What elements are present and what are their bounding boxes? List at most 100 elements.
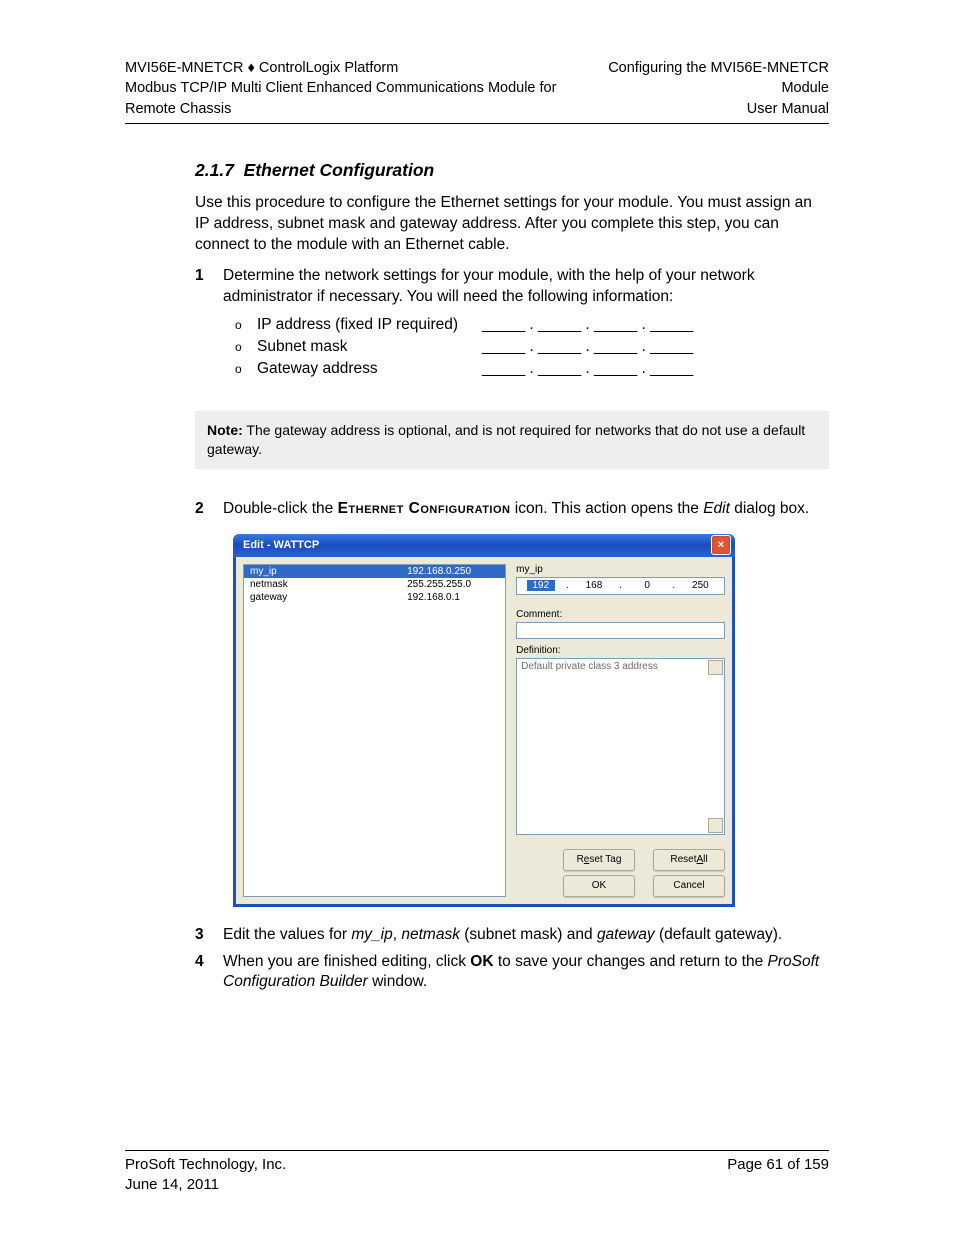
ok-label: OK xyxy=(470,953,493,970)
param-name: my_ip xyxy=(351,926,392,943)
dot-icon: . xyxy=(619,580,622,591)
dialog-titlebar[interactable]: Edit - WATTCP × xyxy=(233,534,735,557)
section-title-text: Ethernet Configuration xyxy=(244,160,435,180)
param-name: netmask xyxy=(401,926,460,943)
footer-company: ProSoft Technology, Inc. xyxy=(125,1155,286,1175)
scroll-up-icon[interactable] xyxy=(708,660,723,675)
definition-text: Default private class 3 address xyxy=(521,661,658,672)
step-number: 3 xyxy=(195,925,223,946)
step-4-text: When you are finished editing, click OK … xyxy=(223,952,829,994)
sublist-label: IP address (fixed IP required) xyxy=(257,314,482,336)
footer-date: June 14, 2011 xyxy=(125,1175,286,1195)
reset-tag-button[interactable]: Reset Tag xyxy=(563,849,635,871)
sublist-blanks: _____ . _____ . _____ . _____ xyxy=(482,336,693,358)
step-2: 2 Double-click the Ethernet Configuratio… xyxy=(195,499,829,520)
definition-label: Definition: xyxy=(516,645,725,656)
btn-mnemonic: A xyxy=(697,854,704,865)
button-row-2: OK Cancel xyxy=(516,875,725,897)
comment-label: Comment: xyxy=(516,609,725,620)
text-fragment: When you are finished editing, click xyxy=(223,953,470,970)
text-fragment: to save your changes and return to the xyxy=(494,953,768,970)
footer-left: ProSoft Technology, Inc. June 14, 2011 xyxy=(125,1155,286,1196)
btn-text: ll xyxy=(703,854,707,865)
step-1: 1 Determine the network settings for you… xyxy=(195,266,829,308)
ethernet-config-label: Ethernet Configuration xyxy=(338,500,511,517)
step-1-text: Determine the network settings for your … xyxy=(223,266,829,308)
text-fragment: (subnet mask) and xyxy=(460,926,597,943)
sublist-label: Gateway address xyxy=(257,358,482,380)
list-item-value: 192.168.0.1 xyxy=(407,592,499,603)
ip-address-field[interactable]: 192 . 168 . 0 . 250 xyxy=(516,577,725,595)
text-fragment: Double-click the xyxy=(223,500,338,517)
ip-octet[interactable]: 168 xyxy=(580,580,608,591)
ip-octet[interactable]: 250 xyxy=(686,580,714,591)
comment-input[interactable] xyxy=(516,622,725,639)
page-footer: ProSoft Technology, Inc. June 14, 2011 P… xyxy=(125,1150,829,1196)
sublist-label: Subnet mask xyxy=(257,336,482,358)
note-label: Note: xyxy=(207,422,243,438)
sublist-blanks: _____ . _____ . _____ . _____ xyxy=(482,314,693,336)
page-header: MVI56E-MNETCR ♦ ControlLogix Platform Mo… xyxy=(125,58,829,119)
list-item[interactable]: gateway 192.168.0.1 xyxy=(244,591,505,604)
section-number: 2.1.7 xyxy=(195,160,234,180)
btn-text: Reset xyxy=(670,854,696,865)
list-item[interactable]: netmask 255.255.255.0 xyxy=(244,578,505,591)
btn-text: set Tag xyxy=(589,854,621,865)
header-left: MVI56E-MNETCR ♦ ControlLogix Platform Mo… xyxy=(125,58,593,119)
scroll-down-icon[interactable] xyxy=(708,818,723,833)
param-name: gateway xyxy=(597,926,655,943)
sublist-row: o Subnet mask _____ . _____ . _____ . __… xyxy=(235,336,829,358)
button-row-1: Reset Tag Reset All xyxy=(516,849,725,871)
step-4: 4 When you are finished editing, click O… xyxy=(195,952,829,994)
edit-form: my_ip 192 . 168 . 0 . 250 Comment: Defin… xyxy=(516,564,725,897)
header-product: MVI56E-MNETCR xyxy=(125,60,247,76)
reset-all-button[interactable]: Reset All xyxy=(653,849,725,871)
cancel-button[interactable]: Cancel xyxy=(653,875,725,897)
step-1-sublist: o IP address (fixed IP required) _____ .… xyxy=(235,314,829,381)
bullet-icon: o xyxy=(235,361,257,378)
ok-button[interactable]: OK xyxy=(563,875,635,897)
edit-wattcp-dialog: Edit - WATTCP × my_ip 192.168.0.250 netm… xyxy=(233,534,735,907)
step-number: 1 xyxy=(195,266,223,308)
header-platform: ControlLogix Platform xyxy=(255,60,398,76)
text-fragment: icon. This action opens the xyxy=(510,500,703,517)
dot-icon: . xyxy=(672,580,675,591)
sublist-row: o Gateway address _____ . _____ . _____ … xyxy=(235,358,829,380)
list-item-name: gateway xyxy=(250,592,407,603)
sublist-row: o IP address (fixed IP required) _____ .… xyxy=(235,314,829,336)
field-name-label: my_ip xyxy=(516,564,725,575)
param-list[interactable]: my_ip 192.168.0.250 netmask 255.255.255.… xyxy=(243,564,506,897)
diamond-icon: ♦ xyxy=(247,60,254,76)
dialog-body: my_ip 192.168.0.250 netmask 255.255.255.… xyxy=(233,557,735,907)
section-heading: 2.1.7 Ethernet Configuration xyxy=(195,160,829,181)
text-fragment: window. xyxy=(368,973,427,990)
sublist-blanks: _____ . _____ . _____ . _____ xyxy=(482,358,693,380)
ip-octet[interactable]: 192 xyxy=(527,580,555,591)
page-number: Page 61 of 159 xyxy=(727,1155,829,1196)
dot-icon: . xyxy=(566,580,569,591)
close-x-glyph: × xyxy=(718,540,724,551)
text-fragment: Edit the values for xyxy=(223,926,351,943)
close-icon[interactable]: × xyxy=(711,535,731,555)
btn-text: R xyxy=(577,854,584,865)
step-2-text: Double-click the Ethernet Configuration … xyxy=(223,499,829,520)
step-3-text: Edit the values for my_ip, netmask (subn… xyxy=(223,925,829,946)
list-item-name: netmask xyxy=(250,579,407,590)
note-box: Note: The gateway address is optional, a… xyxy=(195,411,829,469)
header-subtitle: Modbus TCP/IP Multi Client Enhanced Comm… xyxy=(125,78,593,119)
definition-textarea[interactable]: Default private class 3 address xyxy=(516,658,725,835)
edit-dialog-name: Edit xyxy=(703,500,730,517)
step-3: 3 Edit the values for my_ip, netmask (su… xyxy=(195,925,829,946)
note-text: The gateway address is optional, and is … xyxy=(207,422,805,457)
bullet-icon: o xyxy=(235,317,257,334)
list-item[interactable]: my_ip 192.168.0.250 xyxy=(244,565,505,578)
list-item-value: 255.255.255.0 xyxy=(407,579,499,590)
intro-paragraph: Use this procedure to configure the Ethe… xyxy=(195,193,829,256)
step-number: 4 xyxy=(195,952,223,994)
header-right: Configuring the MVI56E-MNETCR Module Use… xyxy=(593,58,829,119)
header-rule xyxy=(125,123,829,124)
text-fragment: (default gateway). xyxy=(655,926,783,943)
ip-octet[interactable]: 0 xyxy=(633,580,661,591)
list-item-value: 192.168.0.250 xyxy=(407,566,499,577)
text-fragment: dialog box. xyxy=(730,500,809,517)
